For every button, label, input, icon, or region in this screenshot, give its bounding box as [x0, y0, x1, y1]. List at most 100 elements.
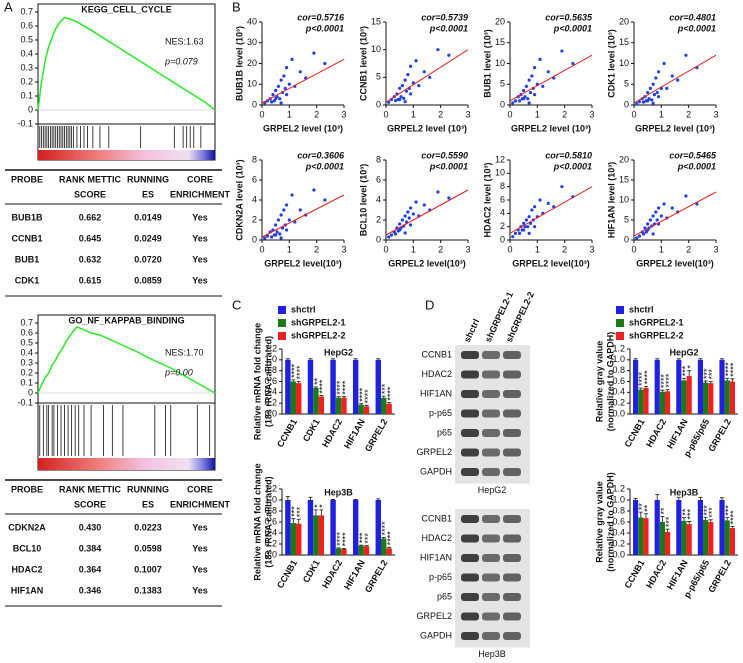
table-cell: Yes: [192, 254, 208, 264]
error-bar: [720, 497, 725, 500]
bar: [633, 500, 639, 555]
point: [279, 213, 283, 217]
y-tick-label: 0: [500, 99, 505, 109]
y-tick-label: 2: [500, 221, 505, 231]
blot-band: [461, 390, 479, 398]
point: [278, 97, 282, 101]
error-bar: [725, 517, 730, 521]
table-cell: HIF1AN: [11, 585, 44, 595]
y-axis-label: Relative gray value: [594, 481, 604, 563]
point: [657, 70, 661, 74]
blot-band: [482, 370, 500, 379]
bar: [724, 520, 730, 555]
point: [393, 232, 398, 236]
y-tick-label: 0.6: [20, 20, 33, 30]
y-tick-label: 2: [376, 214, 381, 224]
y-tick-label: 5: [500, 79, 505, 89]
significance: ****: [664, 373, 674, 388]
point: [651, 232, 655, 236]
protein-label: HIF1AN: [420, 388, 452, 398]
x-tick-label: HDAC2: [320, 417, 344, 449]
y-tick-label: 6: [252, 174, 257, 184]
error-bar: [676, 358, 681, 360]
point: [389, 233, 394, 237]
error-bar: [376, 358, 381, 360]
y-tick-label: 0.6: [20, 327, 33, 337]
error-bar: [676, 496, 681, 500]
y-tick-label: 0: [376, 99, 381, 109]
point: [560, 49, 564, 53]
point: [406, 72, 410, 77]
bar: [729, 381, 735, 414]
table-cell: 0.632: [79, 254, 102, 264]
bar: [318, 396, 325, 414]
table-cell: 0.645: [79, 233, 102, 243]
p-value: p=0.079: [164, 56, 198, 66]
p-value: p=0.00: [164, 367, 193, 377]
table-cell: Yes: [192, 275, 208, 285]
point: [546, 70, 550, 74]
y-tick-label: 0.4: [20, 347, 33, 357]
blot-caption: Hep3B: [478, 649, 506, 659]
point: [657, 206, 661, 210]
bar: [358, 404, 364, 414]
table-cell: 0.0223: [134, 522, 162, 532]
x-tick-label: HIF1AN: [342, 417, 367, 450]
point: [524, 218, 529, 222]
table-header: ENRICHMENT: [170, 499, 231, 509]
point: [517, 231, 522, 235]
trend-line: [633, 191, 717, 237]
x-tick-label: 3: [713, 109, 718, 119]
y-tick-label: 15: [371, 16, 381, 26]
x-axis-label: GRPEL2 level(10³): [512, 258, 590, 268]
bar: [659, 522, 665, 555]
significance: ****: [340, 380, 350, 395]
error-bar: [698, 358, 703, 360]
point: [409, 223, 413, 227]
point: [530, 74, 534, 78]
point: [278, 232, 282, 236]
bar: [285, 359, 291, 414]
point: [276, 218, 280, 222]
bar: [341, 397, 347, 414]
bar: [654, 500, 660, 555]
point: [571, 61, 575, 66]
bar: [386, 548, 392, 555]
point: [522, 88, 526, 93]
protein-label: GRPEL2: [416, 447, 452, 457]
x-tick-label: 0: [259, 109, 264, 119]
significance: ****: [357, 387, 367, 402]
y-tick-label: 20: [619, 154, 629, 164]
blot-band: [482, 409, 500, 418]
y-tick-label: 20: [495, 16, 505, 26]
point: [533, 93, 537, 97]
table-cell: 0.0859: [134, 275, 162, 285]
point: [511, 101, 515, 105]
blot-band: [503, 429, 521, 437]
bar: [686, 524, 692, 555]
point: [398, 228, 402, 232]
y-tick-label: 40: [247, 16, 257, 26]
x-tick-label: CCNB1: [275, 417, 299, 449]
protein-label: HDAC2: [421, 369, 452, 379]
significance: ****: [724, 362, 734, 377]
table-cell: Yes: [192, 522, 208, 532]
error-bar: [698, 496, 703, 500]
table-header: RANK METTIC: [59, 484, 121, 494]
y-tick-label: 1.2: [264, 483, 277, 493]
blot-band: [482, 573, 500, 582]
table-header: CORE: [187, 484, 213, 494]
y-tick-label: 0: [252, 99, 257, 109]
table-header: SCORE: [74, 499, 106, 509]
x-axis-label: GRPEL2 level(10³): [388, 258, 466, 268]
significance: ***: [357, 532, 367, 543]
blot-band: [503, 573, 521, 582]
blot-band: [461, 468, 479, 476]
point: [650, 98, 654, 102]
cor: cor=0.5739: [421, 12, 468, 22]
y-axis-label: (normalized to GAPDH): [605, 332, 615, 432]
point: [637, 234, 642, 238]
point: [662, 61, 666, 66]
x-tick-label: 2: [562, 109, 567, 119]
error-bar: [633, 358, 638, 360]
